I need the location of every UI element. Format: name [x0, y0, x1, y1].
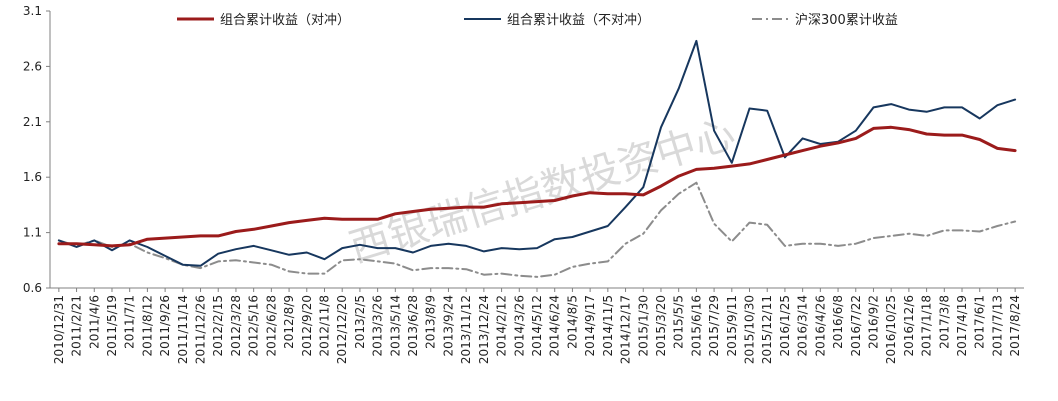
- x-tick-label: 2014/5/12: [530, 295, 544, 357]
- x-tick-label: 2017/4/19: [955, 295, 969, 357]
- x-tick-label: 2012/11/8: [317, 295, 331, 357]
- x-tick-label: 2011/7/1: [123, 295, 137, 349]
- x-tick-label: 2013/2/5: [353, 295, 367, 349]
- x-tick-label: 2013/9/24: [441, 295, 455, 357]
- x-tick-label: 2013/11/12: [459, 295, 473, 364]
- x-tick-label: 2013/5/14: [388, 295, 402, 357]
- x-tick-label: 2012/5/16: [247, 295, 261, 357]
- x-tick-label: 2017/7/13: [990, 295, 1004, 357]
- x-tick-label: 2011/2/21: [70, 295, 84, 357]
- y-tick-label: 3.1: [23, 4, 42, 18]
- x-tick-label: 2016/6/8: [831, 295, 845, 349]
- legend-label-1: 组合累计收益（不对冲）: [507, 13, 650, 28]
- x-tick-label: 2011/11/14: [176, 295, 190, 364]
- series-layer: [57, 39, 1017, 278]
- x-tick-label: 2015/10/30: [743, 295, 757, 364]
- x-tick-label: 2013/3/26: [371, 295, 385, 357]
- y-tick-label: 1.1: [23, 226, 42, 240]
- legend: 组合累计收益（对冲） 组合累计收益（不对冲） 沪深300累计收益: [177, 12, 898, 28]
- x-tick-label: 2017/8/24: [1008, 295, 1022, 357]
- x-tick-label: 2017/6/1: [973, 295, 987, 349]
- x-tick-label: 2015/3/20: [654, 295, 668, 357]
- x-tick-label: 2012/9/20: [300, 295, 314, 357]
- y-tick-label: 2.1: [23, 115, 42, 129]
- x-tick-label: 2017/1/18: [920, 295, 934, 357]
- x-tick-label: 2011/4/6: [87, 295, 101, 349]
- y-tick-label: 2.6: [23, 59, 42, 73]
- x-tick-label: 2014/3/26: [512, 295, 526, 357]
- x-tick-label: 2014/2/12: [495, 295, 509, 357]
- x-tick-label: 2014/8/5: [565, 295, 579, 349]
- x-tick-label: 2012/8/9: [282, 295, 296, 349]
- x-tick-label: 2013/12/24: [477, 295, 491, 364]
- x-tick-label: 2014/11/5: [601, 295, 615, 357]
- x-tick-label: 2013/8/9: [424, 295, 438, 349]
- y-tick-label: 0.6: [23, 281, 42, 295]
- x-tick-label: 2015/9/11: [725, 295, 739, 357]
- x-tick-label: 2011/5/19: [105, 295, 119, 357]
- x-tick-label: 2015/6/16: [689, 295, 703, 357]
- x-tick-label: 2017/3/8: [937, 295, 951, 349]
- x-tick-label: 2016/10/25: [884, 295, 898, 364]
- x-tick-label: 2016/3/14: [796, 295, 810, 357]
- legend-label-0: 组合累计收益（对冲）: [220, 13, 350, 28]
- y-tick-label: 1.6: [23, 170, 42, 184]
- series-line-1: [57, 39, 1017, 267]
- x-tick-label: 2014/12/17: [619, 295, 633, 364]
- watermark-text: 西银瑞信指数投资中心: [344, 111, 740, 272]
- legend-label-2: 沪深300累计收益: [795, 12, 898, 28]
- x-tick-label: 2015/5/5: [672, 295, 686, 349]
- x-tick-label: 2011/8/12: [140, 295, 154, 357]
- x-tick-label: 2016/1/25: [778, 295, 792, 357]
- x-tick-label: 2012/12/20: [335, 295, 349, 364]
- x-tick-label: 2016/4/26: [813, 295, 827, 357]
- x-tick-label: 2016/7/22: [849, 295, 863, 357]
- series-line-0: [57, 125, 1017, 248]
- x-tick-label: 2010/12/31: [52, 295, 66, 364]
- x-tick-label: 2013/6/28: [406, 295, 420, 357]
- x-tick-label: 2012/2/15: [211, 295, 225, 357]
- series-line-2: [57, 181, 1017, 278]
- x-tick-label: 2012/6/28: [264, 295, 278, 357]
- x-tick-label: 2011/12/26: [194, 295, 208, 364]
- x-tick-label: 2014/6/24: [548, 295, 562, 357]
- x-tick-label: 2011/9/26: [158, 295, 172, 357]
- x-tick-label: 2012/3/28: [229, 295, 243, 357]
- x-tick-label: 2016/12/6: [902, 295, 916, 357]
- x-tick-label: 2014/9/17: [583, 295, 597, 357]
- x-tick-label: 2015/7/29: [707, 295, 721, 357]
- x-tick-label: 2015/1/30: [636, 295, 650, 357]
- x-tick-label: 2016/9/2: [866, 295, 880, 349]
- watermark-layer: 西银瑞信指数投资中心: [344, 111, 740, 272]
- x-tick-label: 2015/12/11: [760, 295, 774, 364]
